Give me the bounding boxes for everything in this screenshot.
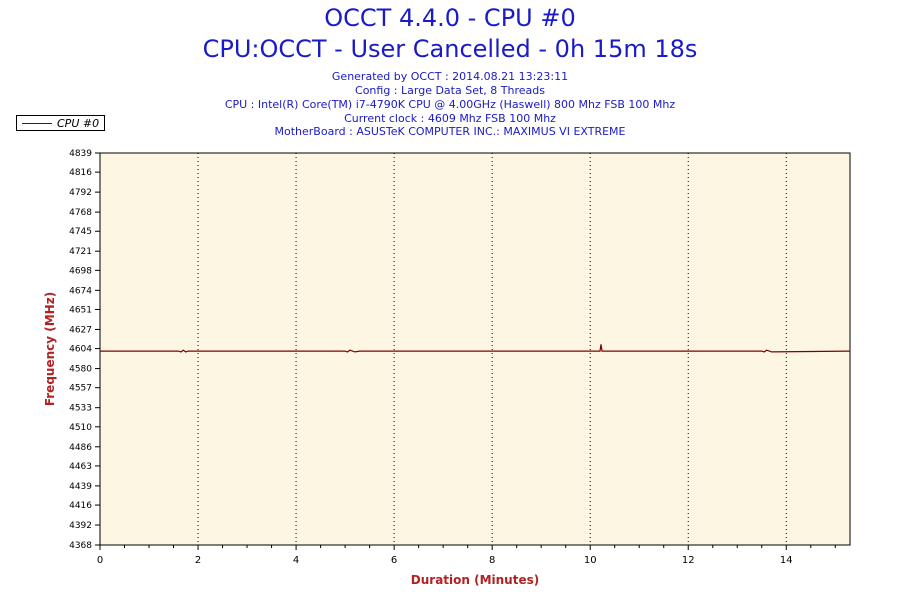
info-config: Config : Large Data Set, 8 Threads	[355, 84, 545, 97]
y-tick-label: 4439	[69, 482, 92, 492]
info-current-clock: Current clock : 4609 Mhz FSB 100 Mhz	[344, 112, 556, 125]
y-tick-label: 4816	[69, 168, 92, 178]
y-tick-label: 4580	[69, 365, 92, 375]
x-tick-label: 0	[97, 555, 103, 566]
info-motherboard: MotherBoard : ASUSTeK COMPUTER INC.: MAX…	[274, 125, 626, 138]
y-tick-label: 4674	[69, 286, 92, 296]
chart-subtitle: CPU:OCCT - User Cancelled - 0h 15m 18s	[202, 35, 698, 63]
series-group	[100, 344, 851, 353]
y-tick-label: 4792	[69, 188, 92, 198]
y-tick-label: 4557	[69, 384, 92, 394]
y-tick-label: 4768	[69, 208, 92, 218]
x-tick-label: 10	[584, 555, 597, 566]
y-tick-label: 4651	[69, 305, 92, 315]
y-tick-label: 4533	[69, 404, 92, 414]
y-tick-label: 4604	[69, 345, 92, 355]
y-axis: 4368 4392 4416 4439 4463 4486 4510 4533 4557 4580…	[69, 149, 100, 551]
x-tick-label: 12	[682, 555, 695, 566]
y-tick-label: 4839	[69, 149, 92, 159]
x-tick-label: 14	[780, 555, 793, 566]
y-tick-label: 4721	[69, 247, 92, 257]
x-axis: 0 2 4 6 8 10 12 14	[97, 545, 836, 566]
y-tick-label: 4698	[69, 266, 92, 276]
y-tick-label: 4486	[69, 443, 92, 453]
y-tick-label: 4392	[69, 521, 92, 531]
y-tick-label: 4510	[69, 423, 92, 433]
y-tick-label: 4463	[69, 462, 92, 472]
y-tick-label: 4627	[69, 325, 92, 335]
legend-label: CPU #0	[57, 117, 100, 130]
series-line-cpu0	[100, 344, 851, 353]
grid-lines	[197, 153, 787, 545]
x-tick-label: 4	[293, 555, 299, 566]
info-cpu: CPU : Intel(R) Core(TM) i7-4790K CPU @ 4…	[224, 98, 676, 111]
chart-title: OCCT 4.4.0 - CPU #0	[324, 4, 576, 32]
y-axis-label: Frequency (MHz)	[43, 292, 57, 406]
y-tick-label: 4416	[69, 501, 92, 511]
legend-swatch	[22, 123, 52, 124]
x-tick-label: 6	[391, 555, 397, 566]
x-tick-label: 2	[195, 555, 201, 566]
plot-area	[99, 152, 851, 546]
chart-legend: CPU #0	[16, 115, 105, 131]
y-tick-label: 4368	[69, 541, 92, 551]
info-generated: Generated by OCCT : 2014.08.21 13:23:11	[331, 70, 569, 83]
x-axis-label: Duration (Minutes)	[411, 573, 539, 587]
y-tick-label: 4745	[69, 227, 92, 237]
x-tick-label: 8	[489, 555, 495, 566]
